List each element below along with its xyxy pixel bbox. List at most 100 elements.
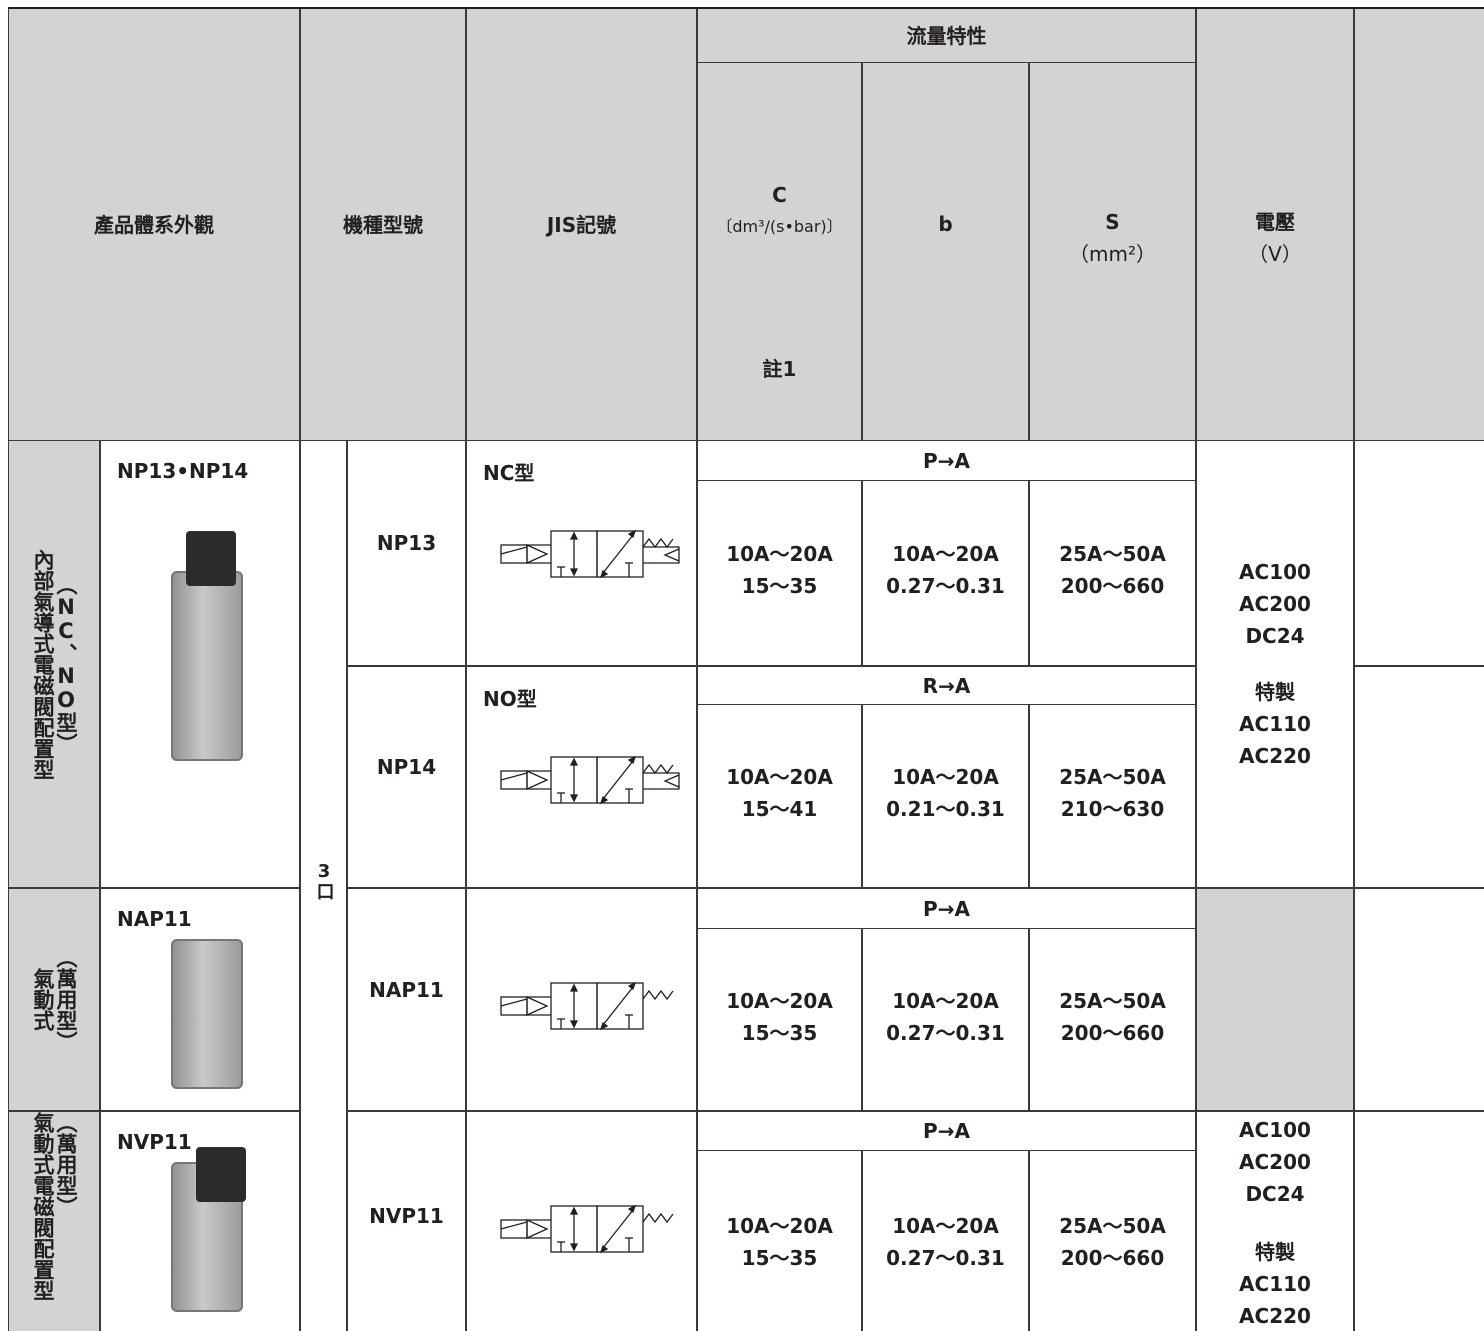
product-image — [171, 571, 243, 761]
top-border — [8, 7, 1484, 9]
direction-text: P→A — [923, 1119, 970, 1143]
voltage-text: 特製 — [1255, 1240, 1295, 1264]
flow-value: 200～660 — [1060, 1246, 1165, 1270]
category-text: 氣動式 — [31, 968, 55, 1031]
voltage-text: AC110 — [1239, 1272, 1311, 1296]
flow-cell: 10A～20A 15～35 — [697, 1150, 862, 1331]
flow-cell: 10A～20A 15～35 — [697, 928, 862, 1111]
flow-cell: 10A～20A 0.27～0.31 — [862, 480, 1029, 666]
category-text: 氣動式電磁閥配置型 — [31, 1112, 55, 1301]
voltage-text: AC220 — [1239, 744, 1311, 768]
header-unit: （V） — [1248, 241, 1302, 266]
header-text: 機種型號 — [343, 212, 423, 237]
category-cell: 內部氣導式電磁閥配置型 （NC、NO型） — [8, 440, 100, 888]
header-text: 流量特性 — [906, 23, 987, 48]
model-name: NP14 — [376, 755, 437, 779]
voltage-text: 特製 — [1255, 680, 1295, 704]
header-cell: 機種型號 — [300, 8, 466, 441]
header-cell: b — [862, 62, 1029, 441]
flow-cell: 10A～20A 15～41 — [697, 704, 862, 888]
flow-value: 0.27～0.31 — [886, 1246, 1005, 1270]
series-name: NP13•NP14 — [117, 459, 249, 483]
header-text: S — [1105, 209, 1120, 234]
direction-cell: P→A — [697, 1111, 1196, 1151]
header-cell: 產品體系外觀 — [8, 8, 300, 441]
series-name: NAP11 — [117, 907, 192, 931]
direction-text: R→A — [922, 673, 971, 698]
direction-cell: P→A — [697, 888, 1196, 929]
flow-size: 10A～20A — [726, 765, 833, 789]
category-note: （萬用型） — [54, 1112, 78, 1217]
direction-cell: P→A — [697, 440, 1196, 481]
direction-cell: R→A — [697, 666, 1196, 705]
model-cell: NAP11 — [347, 888, 466, 1111]
flow-value: 15～35 — [741, 1020, 818, 1045]
category-cell: 氣動式電磁閥配置型 （萬用型） — [8, 1111, 100, 1331]
flow-size: 10A～20A — [726, 988, 833, 1013]
flow-cell: 10A～20A 0.27～0.31 — [862, 928, 1029, 1111]
blank-cell — [1354, 440, 1484, 666]
valve-type: NC型 — [483, 461, 535, 485]
category-note: （NC、NO型） — [54, 574, 78, 754]
product-image — [171, 939, 243, 1089]
header-text: 產品體系外觀 — [94, 212, 214, 237]
series-cell: NVP11 — [100, 1111, 300, 1331]
flow-size: 10A～20A — [892, 542, 999, 566]
flow-value: 210～630 — [1060, 797, 1165, 821]
voltage-text: AC100 — [1239, 560, 1311, 584]
header-text: b — [938, 211, 953, 236]
header-cell: 電壓 （V） — [1196, 8, 1354, 441]
flow-size: 10A～20A — [892, 765, 999, 789]
flow-size: 10A～20A — [726, 542, 833, 566]
flow-value: 0.27～0.31 — [886, 1020, 1005, 1045]
symbol-shape — [500, 981, 674, 1031]
header-cell: C 〔dm³/(s•bar)〕 註1 — [697, 62, 862, 441]
voltage-text: AC200 — [1239, 592, 1311, 616]
flow-value: 200～660 — [1060, 1020, 1165, 1045]
header-cell: 流量特性 — [697, 8, 1196, 63]
valve-type: NO型 — [483, 687, 537, 711]
header-note: 註1 — [762, 356, 797, 381]
flow-value: 15～41 — [741, 797, 818, 821]
direction-text: P→A — [923, 896, 970, 921]
flow-cell: 10A～20A 0.27～0.31 — [862, 1150, 1029, 1331]
model-name: NVP11 — [369, 1203, 444, 1228]
blank-cell — [1354, 666, 1484, 888]
flow-value: 200～660 — [1060, 574, 1165, 598]
voltage-text: AC220 — [1239, 1304, 1311, 1328]
flow-value: 0.21～0.31 — [886, 797, 1005, 821]
jis-cell — [466, 1111, 697, 1331]
flow-size: 10A～20A — [892, 1214, 999, 1238]
jis-symbol — [500, 1204, 674, 1254]
voltage-text: AC100 — [1239, 1118, 1311, 1142]
header-unit: 〔dm³/(s•bar)〕 — [716, 216, 843, 236]
model-cell: NP13 — [347, 440, 466, 666]
direction-text: P→A — [923, 448, 970, 473]
blank-cell — [1354, 1111, 1484, 1331]
flow-value: 0.27～0.31 — [886, 574, 1005, 598]
flow-cell: 25A～50A 200～660 — [1029, 928, 1196, 1111]
series-cell: NP13•NP14 — [100, 440, 300, 888]
flow-cell: 10A～20A 15～35 — [697, 480, 862, 666]
model-cell: NVP11 — [347, 1111, 466, 1331]
model-name: NP13 — [376, 531, 437, 555]
flow-cell: 25A～50A 200～660 — [1029, 480, 1196, 666]
flow-size: 25A～50A — [1059, 765, 1166, 789]
solenoid-image — [186, 531, 236, 586]
ports-text: 3口 — [313, 861, 335, 900]
flow-size: 25A～50A — [1059, 542, 1166, 566]
symbol-shape — [500, 529, 680, 579]
header-unit: （mm²） — [1069, 241, 1156, 266]
model-cell: NP14 — [347, 666, 466, 888]
flow-cell: 10A～20A 0.21～0.31 — [862, 704, 1029, 888]
jis-symbol — [500, 981, 674, 1031]
flow-cell: 25A～50A 210～630 — [1029, 704, 1196, 888]
model-name: NAP11 — [369, 977, 444, 1002]
jis-cell: NO型 — [466, 666, 697, 888]
flow-value: 15～35 — [741, 1246, 818, 1270]
header-cell: JIS記號 — [466, 8, 697, 441]
voltage-text: DC24 — [1245, 1182, 1305, 1206]
symbol-shape — [500, 755, 680, 805]
symbol-shape — [500, 1204, 674, 1254]
